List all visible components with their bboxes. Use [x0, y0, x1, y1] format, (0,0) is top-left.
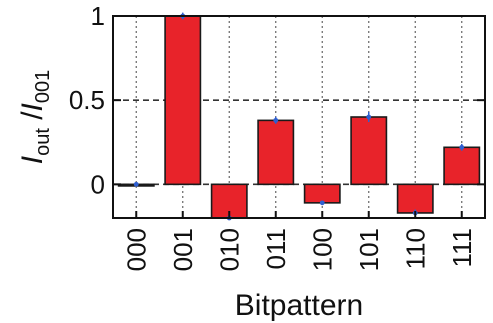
y-axis-title-main-sub: out [32, 128, 54, 156]
bar [443, 146, 481, 186]
y-tick-label: 0.5 [69, 85, 105, 115]
x-tick-label: 000 [121, 228, 151, 271]
x-tick-label: 011 [261, 228, 291, 269]
x-axis-ticks: 000 001 010 011 100 101 110 111 [121, 211, 477, 271]
x-tick-label: 001 [168, 228, 198, 271]
bar [350, 116, 388, 186]
bars [117, 15, 481, 219]
y-axis-ticks: 10.50 [69, 1, 485, 199]
data-point [273, 117, 279, 123]
y-axis-title-denom: I [16, 103, 49, 111]
x-tick-label: 010 [214, 228, 244, 271]
y-axis-title-sep: / [16, 111, 49, 128]
plot-frame [112, 15, 486, 219]
y-tick-label: 1 [91, 1, 105, 31]
data-point [459, 144, 465, 150]
bar [303, 183, 341, 204]
bar [164, 15, 202, 186]
y-tick-label: 0 [91, 169, 105, 199]
bar [396, 183, 434, 214]
x-tick-label: 110 [400, 228, 430, 269]
x-tick-label: 111 [447, 228, 477, 268]
bar [257, 119, 295, 186]
y-axis-title-main: I [16, 156, 49, 164]
y-axis-title: Iout /I001 [16, 70, 54, 165]
data-point [133, 181, 139, 187]
y-axis-title-denom-sub: 001 [32, 70, 54, 103]
x-tick-label: 100 [307, 228, 337, 271]
x-tick-label: 101 [354, 228, 384, 271]
x-axis-title: Bitpattern [235, 289, 363, 322]
data-point [366, 114, 372, 120]
data-point [319, 200, 325, 206]
